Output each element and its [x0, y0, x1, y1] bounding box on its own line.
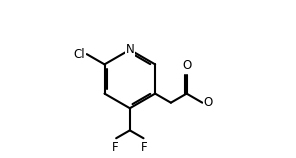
- Text: F: F: [141, 141, 148, 154]
- Text: N: N: [126, 43, 134, 56]
- Text: O: O: [203, 96, 213, 109]
- Text: F: F: [112, 141, 119, 154]
- Text: Cl: Cl: [74, 48, 86, 61]
- Text: O: O: [182, 59, 191, 72]
